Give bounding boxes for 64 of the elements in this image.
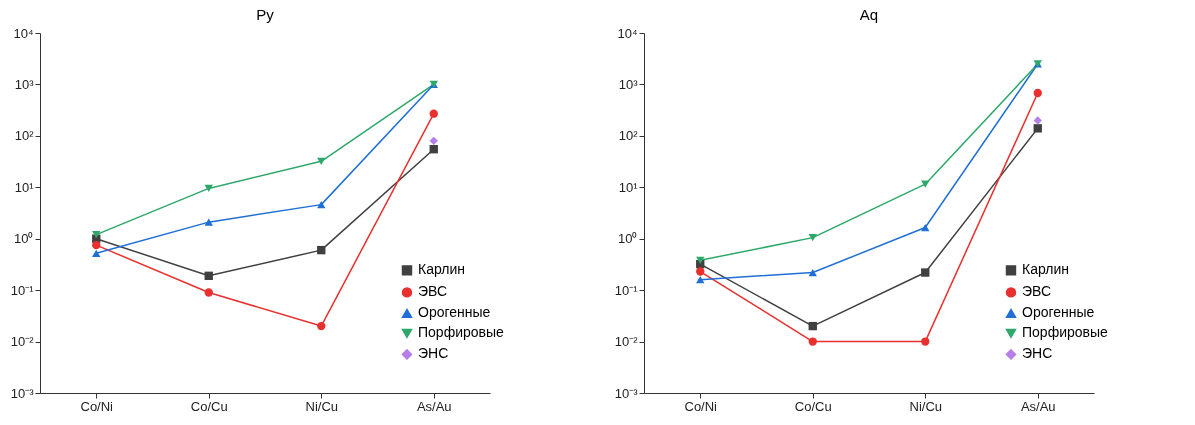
- point: [204, 218, 213, 226]
- x-tick-label: Ni/Cu: [305, 398, 339, 414]
- y-tick-label: 10⁻³: [10, 385, 35, 401]
- point: [808, 234, 817, 242]
- legend-label: ЭВС: [418, 283, 448, 300]
- x-tick-label: As/Au: [1020, 398, 1056, 414]
- legend-label: Карлин: [1022, 261, 1069, 278]
- point: [921, 180, 930, 188]
- legend-label: Орогенные: [418, 304, 491, 321]
- chart-title: Aq: [859, 6, 879, 23]
- y-tick-label: 10²: [618, 128, 639, 144]
- chart-title: Py: [256, 6, 275, 23]
- y-tick-label: 10²: [14, 128, 35, 144]
- point: [92, 249, 101, 257]
- point: [429, 136, 438, 146]
- y-tick-label: 10⁰: [618, 231, 638, 247]
- point: [204, 288, 213, 297]
- y-tick-label: 10³: [14, 76, 35, 92]
- x-tick-label: As/Au: [416, 398, 452, 414]
- legend-label: Порфировые: [418, 324, 505, 341]
- y-tick-label: 10⁻³: [614, 385, 639, 401]
- point: [204, 184, 213, 193]
- y-tick-label: 10³: [618, 76, 639, 92]
- y-tick-label: 10⁰: [14, 231, 34, 247]
- y-tick-label: 10¹: [618, 179, 639, 195]
- legend-label: Карлин: [418, 261, 465, 278]
- point: [204, 271, 213, 280]
- point: [696, 267, 705, 276]
- legend-label: ЭВС: [1022, 283, 1052, 300]
- x-tick-label: Co/Ni: [80, 398, 114, 414]
- y-tick-label: 10⁻²: [10, 334, 35, 350]
- point: [1033, 88, 1042, 98]
- point: [808, 337, 817, 346]
- point: [317, 321, 326, 331]
- point: [1033, 116, 1042, 125]
- point: [317, 157, 326, 165]
- point: [921, 268, 930, 277]
- point: [429, 109, 438, 118]
- point: [1033, 124, 1042, 133]
- y-tick-label: 10¹: [14, 179, 35, 195]
- x-tick-label: Ni/Cu: [909, 398, 943, 414]
- point: [696, 256, 705, 264]
- point: [921, 223, 930, 232]
- y-tick-label: 10⁻¹: [10, 282, 35, 298]
- x-tick-label: Co/Cu: [190, 398, 228, 414]
- point: [92, 240, 101, 250]
- point: [808, 268, 817, 277]
- x-tick-label: Co/Cu: [794, 398, 832, 414]
- legend-label: ЭНС: [1022, 345, 1053, 362]
- point: [921, 337, 930, 346]
- legend-label: Порфировые: [1022, 324, 1109, 341]
- point: [317, 201, 326, 209]
- y-tick-label: 10⁴: [617, 25, 638, 41]
- point: [429, 145, 438, 154]
- point: [92, 231, 101, 239]
- point: [696, 276, 705, 284]
- y-tick-label: 10⁻¹: [614, 282, 639, 298]
- point: [808, 321, 817, 331]
- y-tick-label: 10⁴: [13, 25, 34, 41]
- legend-label: Орогенные: [1022, 304, 1095, 321]
- legend-label: ЭНС: [418, 345, 449, 362]
- point: [317, 245, 326, 255]
- x-tick-label: Co/Ni: [684, 398, 718, 414]
- y-tick-label: 10⁻²: [614, 334, 639, 350]
